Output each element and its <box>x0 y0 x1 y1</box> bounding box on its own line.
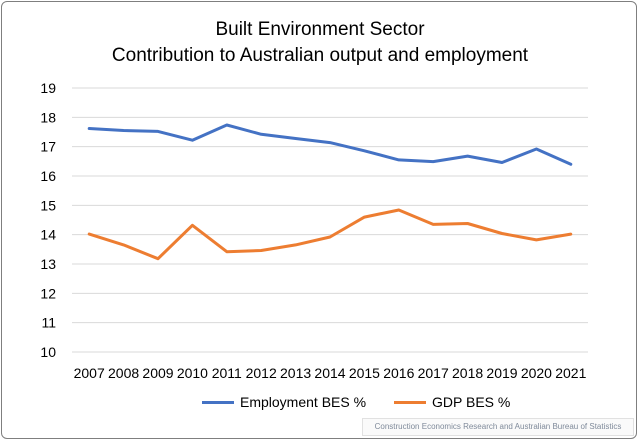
y-tick-label: 19 <box>40 80 56 96</box>
y-axis-ticks: 10 11 12 13 14 15 16 17 18 19 <box>40 80 56 360</box>
y-tick-label: 12 <box>40 285 56 301</box>
y-tick-label: 10 <box>40 344 56 360</box>
x-tick-label: 2016 <box>383 365 414 381</box>
x-tick-label: 2020 <box>521 365 552 381</box>
x-axis-ticks: 2007 2008 2009 2010 2011 2012 2013 2014 2015 2016… <box>74 365 587 381</box>
x-tick-label: 2007 <box>74 365 105 381</box>
y-tick-label: 16 <box>40 168 56 184</box>
legend-item-gdp: GDP BES % <box>394 394 510 410</box>
x-tick-label: 2017 <box>418 365 449 381</box>
legend-swatch-gdp <box>394 400 426 404</box>
source-note: Construction Economics Research and Aust… <box>362 418 634 436</box>
legend-swatch-employment <box>202 400 234 404</box>
x-tick-label: 2021 <box>555 365 586 381</box>
y-tick-label: 15 <box>40 197 56 213</box>
x-tick-label: 2010 <box>177 365 208 381</box>
legend-label-gdp: GDP BES % <box>432 394 511 410</box>
series-line-gdp <box>87 208 573 261</box>
chart-title: Built Environment Sector <box>215 19 425 40</box>
y-tick-label: 13 <box>40 256 56 272</box>
x-tick-label: 2011 <box>212 365 242 381</box>
y-tick-label: 18 <box>40 109 56 125</box>
x-tick-label: 2014 <box>314 365 345 381</box>
chart-subtitle: Contribution to Australian output and em… <box>111 45 529 66</box>
x-tick-label: 2009 <box>142 365 173 381</box>
x-tick-label: 2008 <box>108 365 139 381</box>
series-line-employment <box>87 123 573 166</box>
y-tick-label: 14 <box>40 227 56 243</box>
gridlines <box>72 87 588 353</box>
legend-label-employment: Employment BES % <box>240 394 367 410</box>
x-tick-label: 2019 <box>486 365 517 381</box>
x-tick-label: 2013 <box>280 365 311 381</box>
x-tick-label: 2012 <box>246 365 277 381</box>
x-tick-label: 2018 <box>452 365 483 381</box>
series-lines <box>87 123 573 261</box>
legend-item-employment: Employment BES % <box>202 394 366 410</box>
y-tick-label: 11 <box>41 315 56 331</box>
y-tick-label: 17 <box>40 139 56 155</box>
legend: Employment BES % GDP BES % <box>0 394 640 416</box>
x-tick-label: 2015 <box>349 365 380 381</box>
